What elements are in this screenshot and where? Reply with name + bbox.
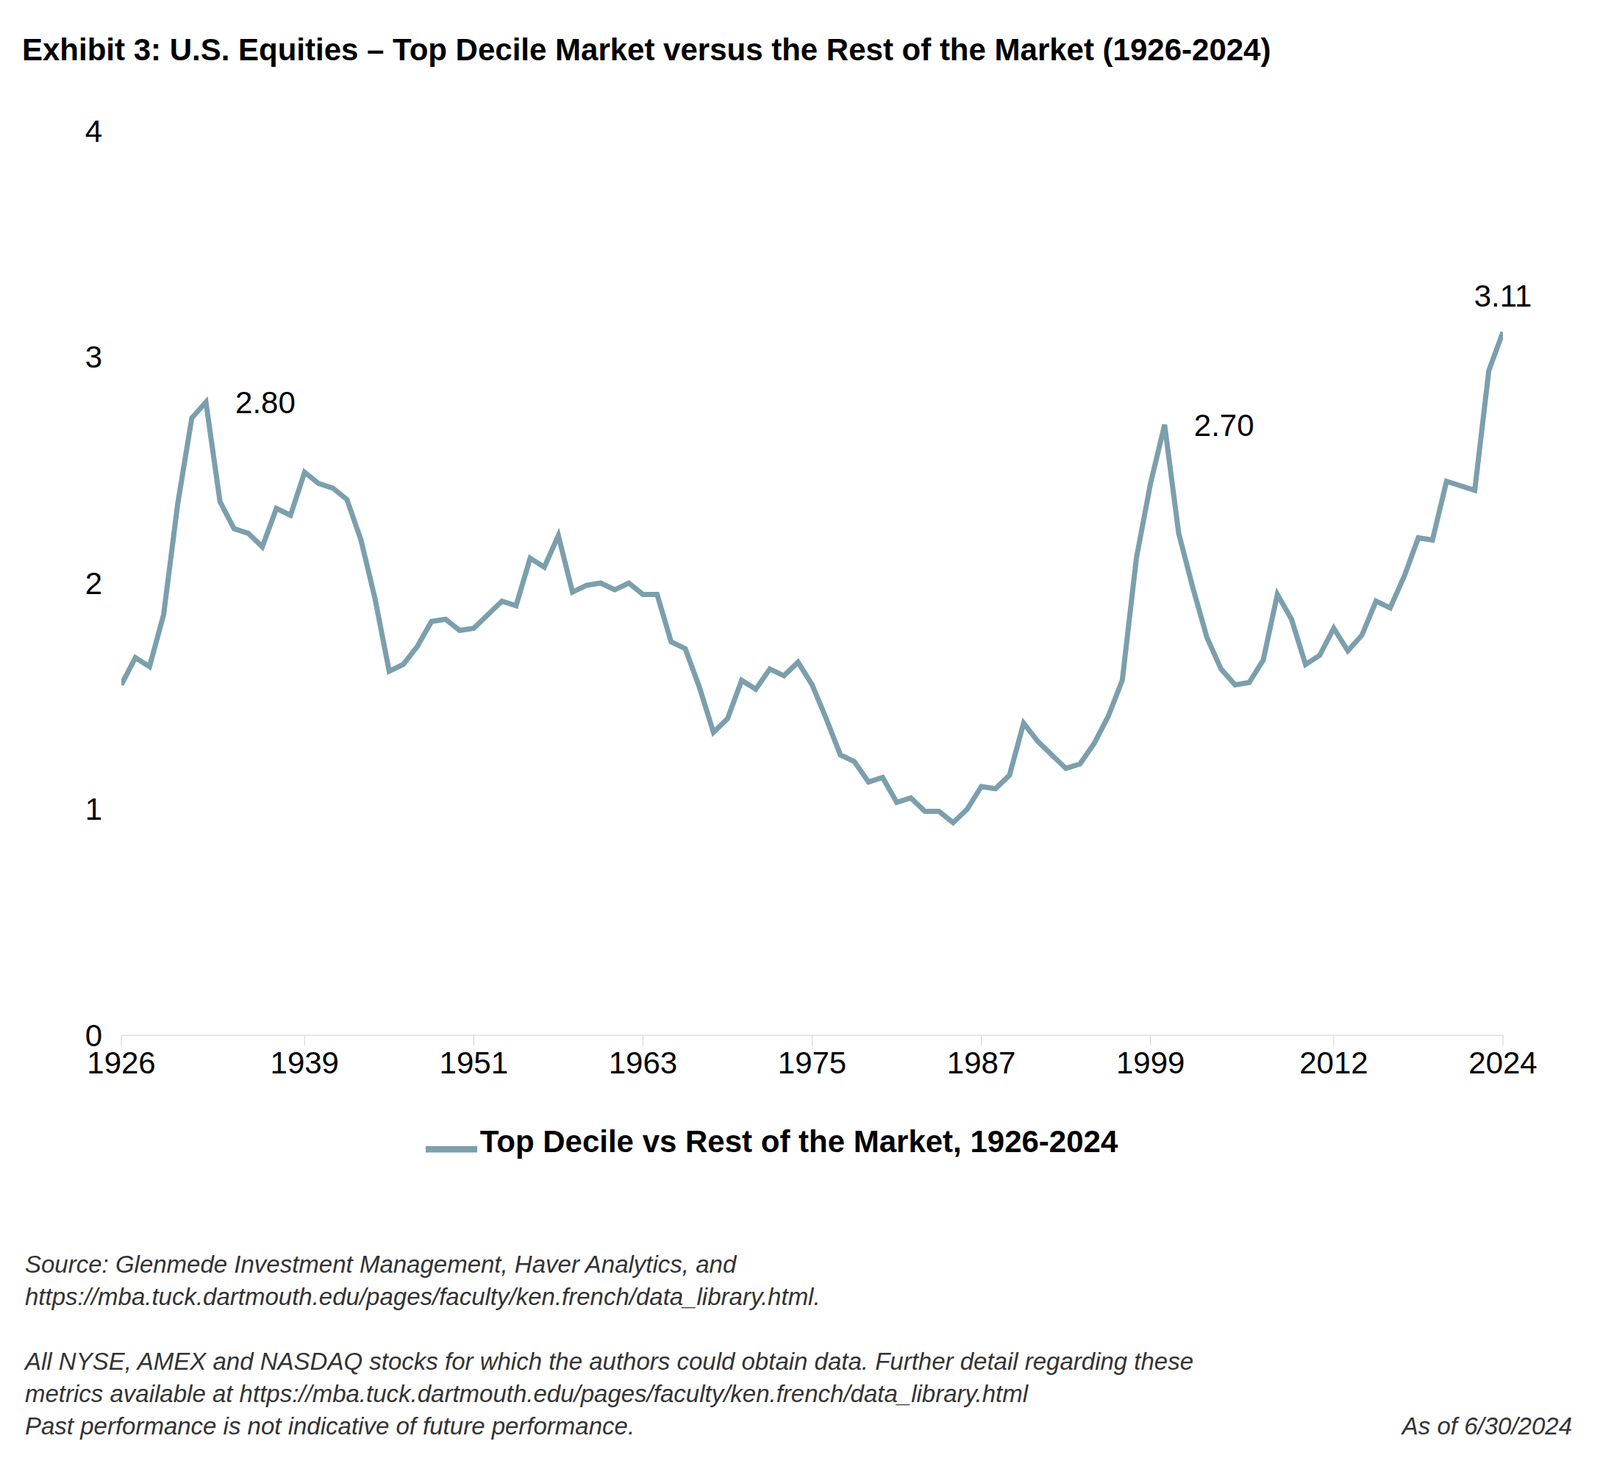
html-text:https://mba.tuck.dartmouth.edu: https://mba.tuck.dartmouth.edu/pages/fac… (25, 1283, 821, 1311)
html-text:Past performance is not indica: Past performance is not indicative of fu… (25, 1412, 635, 1440)
svg-text:0: 0 (85, 1018, 103, 1053)
svg-text:1987: 1987 (947, 1045, 1016, 1081)
html-text:As of 6/30/2024: As of 6/30/2024 (1402, 1412, 1573, 1440)
svg-text:2: 2 (85, 566, 103, 601)
svg-text:2.70: 2.70 (1194, 408, 1255, 443)
svg-text:1999: 1999 (1116, 1045, 1185, 1081)
svg-text:4: 4 (85, 113, 103, 149)
svg-text:2012: 2012 (1299, 1045, 1368, 1081)
svg-text:3.11: 3.11 (1474, 278, 1533, 314)
html-text:Top Decile vs Rest of the Mark: Top Decile vs Rest of the Market, 1926-2… (479, 1124, 1118, 1159)
svg-text:1975: 1975 (777, 1045, 847, 1081)
svg-text:1939: 1939 (270, 1045, 339, 1081)
svg-text:3: 3 (85, 339, 103, 375)
html-text:Source: Glenmede Investment Ma: Source: Glenmede Investment Management, … (25, 1250, 737, 1278)
svg-text:1926: 1926 (86, 1045, 156, 1080)
svg-text:1951: 1951 (439, 1045, 509, 1081)
svg-text:1963: 1963 (608, 1045, 678, 1081)
svg-text:2024: 2024 (1468, 1045, 1537, 1081)
svg-text:1: 1 (85, 791, 103, 827)
html-text:metrics available at https://m: metrics available at https://mba.tuck.da… (25, 1380, 1029, 1408)
svg-text:2.80: 2.80 (235, 385, 296, 420)
html-text:All NYSE, AMEX and NASDAQ stoc: All NYSE, AMEX and NASDAQ stocks for whi… (25, 1347, 1194, 1375)
html-text:Exhibit 3: U.S. Equities – Top: Exhibit 3: U.S. Equities – Top Decile Ma… (22, 32, 1271, 67)
